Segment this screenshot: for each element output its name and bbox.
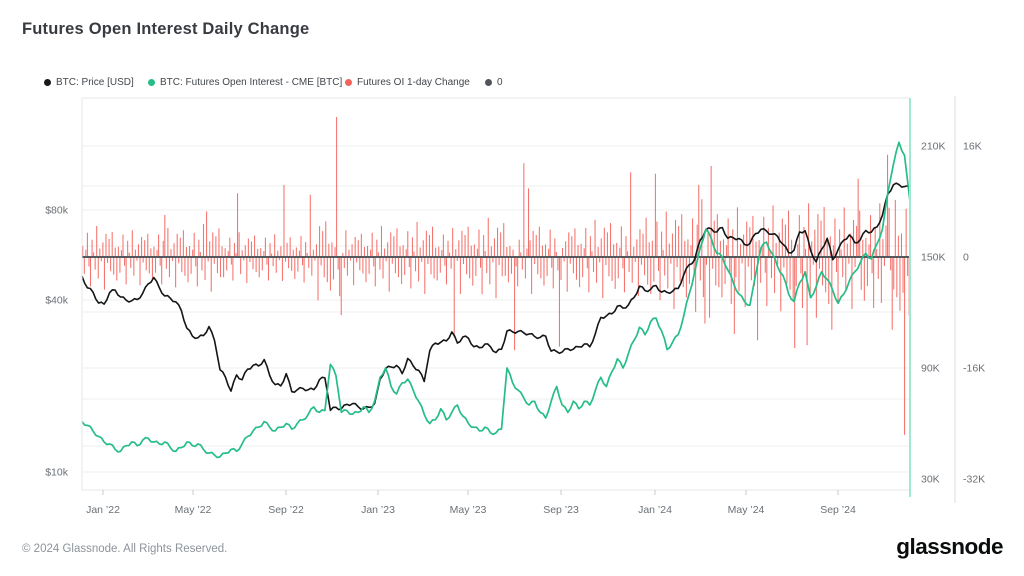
legend: BTC: Price [USD] BTC: Futures Open Inter… (0, 77, 1024, 91)
oi-series-dot-icon (148, 79, 155, 86)
svg-text:150K: 150K (921, 252, 946, 264)
price-line (81, 182, 911, 412)
price-series-dot-icon (44, 79, 51, 86)
zero-series-dot-icon (485, 79, 492, 86)
change-series-dot-icon (345, 79, 352, 86)
left-axis-labels: $80k $40k $10k (45, 205, 69, 479)
gridlines (82, 145, 910, 473)
svg-text:0: 0 (963, 252, 969, 264)
svg-text:May ’22: May ’22 (175, 504, 212, 516)
svg-text:Jan ’24: Jan ’24 (638, 504, 672, 516)
oi-change-bars (82, 117, 910, 435)
plot-borders (81, 96, 956, 503)
copyright-text: © 2024 Glassnode. All Rights Reserved. (22, 543, 228, 555)
glassnode-wordmark: glassnode (896, 534, 1003, 559)
legend-item-futures-oi[interactable]: BTC: Futures Open Interest - CME [BTC] (148, 77, 342, 88)
legend-item-oi-1d-change[interactable]: Futures OI 1-day Change (345, 77, 470, 88)
legend-label: BTC: Futures Open Interest - CME [BTC] (160, 77, 343, 88)
svg-text:Sep ’24: Sep ’24 (820, 504, 856, 516)
legend-item-zero-line[interactable]: 0 (485, 77, 503, 88)
svg-text:$10k: $10k (45, 467, 69, 479)
svg-text:16K: 16K (963, 141, 982, 153)
page-title: Futures Open Interest Daily Change (22, 20, 310, 38)
svg-text:-16K: -16K (963, 363, 985, 375)
svg-text:Jan ’23: Jan ’23 (361, 504, 395, 516)
svg-text:Jan ’22: Jan ’22 (86, 504, 120, 516)
svg-text:-32K: -32K (963, 474, 985, 486)
svg-text:90K: 90K (921, 363, 940, 375)
svg-text:Sep ’22: Sep ’22 (268, 504, 304, 516)
x-axis-labels: Jan ’22 May ’22 Sep ’22 Jan ’23 May ’23 Sep ’… (86, 490, 856, 516)
svg-text:May ’24: May ’24 (728, 504, 765, 516)
legend-label: Futures OI 1-day Change (357, 77, 470, 88)
legend-label: BTC: Price [USD] (56, 77, 134, 88)
svg-text:30K: 30K (921, 474, 940, 486)
legend-item-btc-price[interactable]: BTC: Price [USD] (44, 77, 134, 88)
svg-text:Sep ’23: Sep ’23 (543, 504, 579, 516)
right-axis-oi-labels: 210K 150K 90K 30K (921, 141, 946, 486)
svg-text:$80k: $80k (45, 205, 69, 217)
svg-text:$40k: $40k (45, 295, 69, 307)
legend-label: 0 (497, 77, 503, 88)
right-axis-change-labels: 16K 0 -16K -32K (963, 141, 985, 486)
svg-text:210K: 210K (921, 141, 946, 153)
svg-text:May ’23: May ’23 (450, 504, 487, 516)
oi-line (81, 141, 911, 459)
